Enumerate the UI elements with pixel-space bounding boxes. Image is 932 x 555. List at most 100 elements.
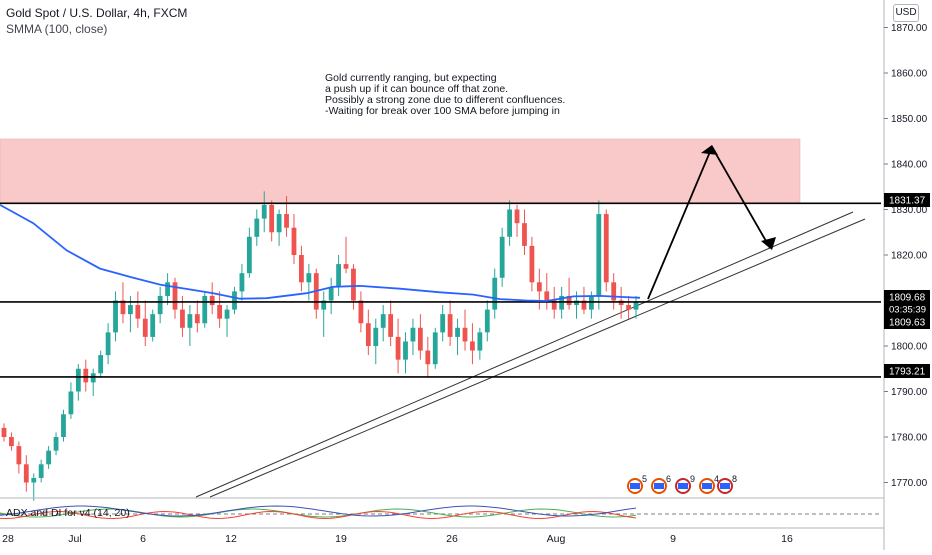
candle-body [98,355,104,374]
candle-body [291,227,297,255]
candle-body [165,282,170,296]
candle-body [403,341,408,360]
y-tick-label: 1840.00 [891,160,928,171]
price-label: 03:35:39 [889,305,926,316]
candle-body [447,314,453,337]
candle-body [603,214,609,283]
symbol-title[interactable]: Gold Spot / U.S. Dollar, 4h, FXCM [6,6,188,20]
x-tick-label: 19 [335,533,347,545]
candle-body [470,341,475,351]
candle-body [432,332,438,365]
candle-body [626,305,631,310]
price-label: 1831.37 [889,196,926,207]
candle-body [507,209,512,237]
calendar-event-flag-inner [720,483,730,489]
candle-body [551,300,557,310]
candle-body [224,309,230,319]
candle-body [522,223,527,246]
y-tick-label: 1860.00 [891,69,928,80]
x-tick-label: 9 [670,533,676,545]
candle-body [150,314,156,337]
candle-body [187,314,193,328]
candle-body [46,450,52,465]
annotation-line: -Waiting for break over 100 SMA before j… [325,105,560,117]
annotation-line: a push up if it can bounce off that zone… [325,83,509,95]
candle-body [559,295,565,310]
candle-body [61,414,66,437]
indicator-title[interactable]: SMMA (100, close) [6,22,108,36]
candle-body [53,437,59,451]
x-tick-label: Jul [68,533,81,545]
currency-button[interactable]: USD [893,4,919,22]
candle-body [142,318,148,337]
candle-body [31,477,37,483]
candle-body [128,305,133,315]
candle-body [492,277,498,310]
candle-body [425,350,431,365]
candle-body [90,373,96,383]
arrow-head-up [701,145,718,155]
candle-body [388,314,394,337]
candle-body [172,282,178,310]
candle-body [618,300,624,306]
candle-body [365,323,371,346]
candle-body [499,236,505,278]
candle-body [343,264,349,269]
y-tick-label: 1770.00 [891,478,928,489]
candle-body [1,427,7,437]
candle-body [477,332,483,351]
candle-body [455,327,460,337]
candle-body [588,295,594,310]
candle-body [276,214,282,233]
calendar-event-flag-inner [678,483,688,489]
candle-body [105,332,111,356]
text-annotation[interactable]: Gold currently ranging, but expecting a … [325,73,565,117]
candle-body [544,291,550,301]
candle-body [611,282,617,301]
y-tick-label: 1820.00 [891,251,928,262]
candle-body [380,314,386,328]
candle-body [261,204,267,219]
calendar-event-count: 9 [690,474,695,484]
candle-body [232,291,237,310]
calendar-event-count: 4 [714,474,719,484]
candle-body [351,268,356,301]
sub-indicator-label[interactable]: ADX and DI for v4 (14, 20) [6,507,130,519]
x-tick-label: 28 [2,533,14,545]
candle-body [16,446,22,465]
candle-body [395,336,401,360]
price-label-bg [884,193,930,207]
candle-body [120,300,126,315]
candle-body [536,282,542,292]
y-tick-label: 1870.00 [891,23,928,34]
annotation-line: Possibly a strong zone due to different … [325,94,566,106]
candle-body [484,309,490,333]
y-tick-label: 1850.00 [891,114,928,125]
candle-body [9,437,14,447]
candle-body [269,204,275,233]
chart-legend: Gold Spot / U.S. Dollar, 4h, FXCM SMMA (… [6,5,187,37]
candle-body [574,300,579,306]
annotation-line: Gold currently ranging, but expecting [325,72,497,84]
candle-body [596,214,602,296]
resistance-zone [0,138,801,204]
candle-body [75,368,81,392]
trend-line-upper [195,211,854,498]
candle-body [180,309,185,328]
calendar-event-count: 6 [666,474,671,484]
candle-body [239,273,245,292]
candle-body [336,264,341,287]
candle-body [581,300,587,310]
candle-body [254,218,260,237]
candle-body [194,314,200,324]
candle-body [246,236,252,274]
x-tick-label: 26 [446,533,458,545]
calendar-event-count: 8 [732,474,737,484]
candle-body [113,300,118,333]
price-label-bg [884,364,930,378]
price-label: 1809.63 [889,318,926,329]
candle-body [358,300,364,324]
y-tick-label: 1790.00 [891,387,928,398]
